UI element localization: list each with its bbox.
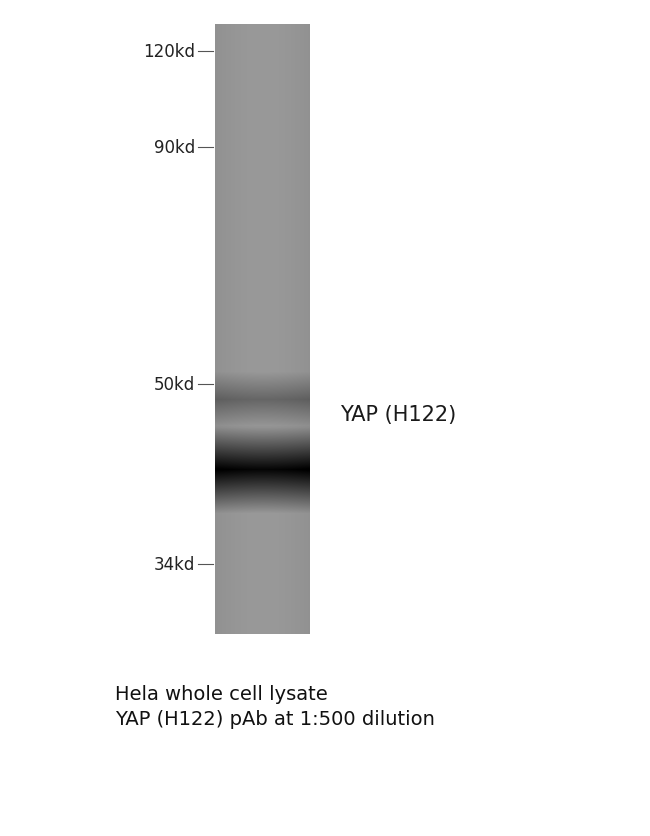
Text: YAP (H122): YAP (H122) <box>340 405 456 425</box>
Text: 120kd: 120kd <box>143 43 195 61</box>
Text: 34kd: 34kd <box>153 555 195 573</box>
Text: Hela whole cell lysate
YAP (H122) pAb at 1:500 dilution: Hela whole cell lysate YAP (H122) pAb at… <box>115 684 435 728</box>
Text: 50kd: 50kd <box>154 375 195 394</box>
Text: 90kd: 90kd <box>154 139 195 157</box>
